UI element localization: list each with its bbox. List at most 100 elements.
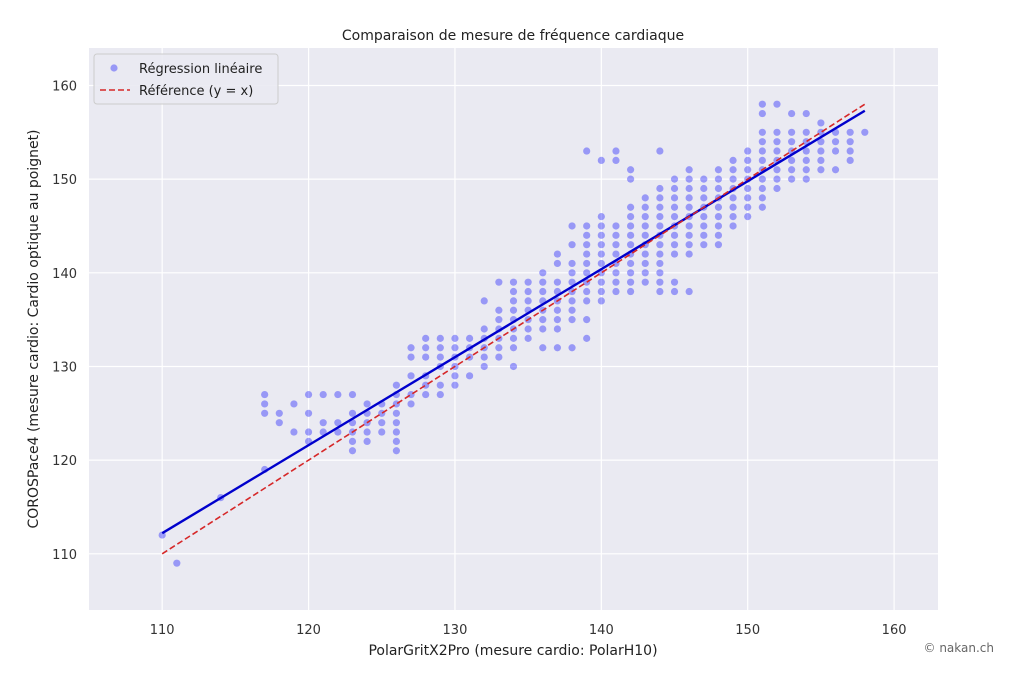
scatter-point	[597, 213, 605, 221]
scatter-point	[612, 269, 620, 277]
scatter-point	[348, 447, 357, 455]
scatter-point	[261, 400, 269, 408]
scatter-point	[788, 128, 796, 136]
scatter-point	[700, 184, 708, 193]
scatter-point	[744, 203, 752, 211]
scatter-point	[407, 372, 415, 380]
scatter-point	[744, 147, 752, 155]
y-tick-label: 120	[52, 454, 77, 469]
scatter-point	[568, 278, 576, 286]
scatter-point	[846, 138, 854, 146]
scatter-point	[436, 381, 444, 389]
scatter-point	[700, 194, 708, 202]
scatter-point	[612, 278, 620, 286]
scatter-point	[451, 381, 459, 389]
scatter-point	[597, 287, 605, 296]
scatter-point	[627, 269, 635, 277]
scatter-point	[656, 241, 664, 249]
scatter-point	[509, 287, 518, 296]
scatter-point	[378, 428, 386, 436]
scatter-point	[700, 231, 708, 239]
scatter-point	[524, 325, 532, 333]
scatter-point	[714, 231, 723, 239]
legend-label-reference: Référence (y = x)	[139, 84, 253, 99]
scatter-point	[568, 222, 576, 230]
scatter-point	[597, 231, 605, 239]
scatter-point	[612, 241, 620, 249]
scatter-point	[436, 353, 444, 361]
scatter-point	[553, 250, 562, 258]
scatter-point	[656, 278, 664, 286]
scatter-point	[758, 203, 766, 211]
scatter-point	[480, 353, 488, 361]
y-tick-label: 150	[52, 173, 77, 188]
scatter-point	[817, 119, 825, 127]
scatter-point	[627, 175, 635, 183]
scatter-point	[641, 250, 649, 258]
scatter-point	[597, 297, 605, 305]
y-axis-label: COROSPace4 (mesure cardio: Cardio optiqu…	[26, 129, 42, 528]
scatter-point	[583, 287, 591, 296]
scatter-point	[641, 203, 649, 211]
scatter-point	[685, 184, 693, 193]
scatter-point	[744, 156, 752, 164]
scatter-point	[392, 381, 400, 389]
scatter-point	[641, 194, 649, 202]
scatter-point	[407, 344, 415, 352]
x-tick-label: 130	[443, 623, 468, 638]
scatter-point	[788, 156, 796, 164]
scatter-point	[627, 287, 635, 296]
scatter-point	[275, 409, 283, 417]
scatter-point	[729, 213, 737, 221]
scatter-point	[363, 428, 371, 436]
scatter-point	[670, 194, 679, 202]
scatter-point	[568, 259, 576, 268]
scatter-point	[831, 166, 840, 174]
scatter-point	[597, 250, 605, 258]
scatter-point	[714, 184, 723, 193]
scatter-point	[788, 138, 796, 146]
scatter-point	[685, 231, 693, 239]
scatter-point	[495, 306, 503, 314]
scatter-point	[831, 138, 840, 146]
scatter-point	[553, 344, 562, 352]
scatter-point	[700, 213, 708, 221]
scatter-point	[436, 334, 444, 342]
scatter-point	[670, 278, 679, 286]
scatter-point	[597, 222, 605, 230]
scatter-point	[846, 147, 854, 155]
scatter-point	[583, 259, 591, 268]
credit-text: © nakan.ch	[923, 641, 995, 655]
scatter-point	[729, 194, 737, 202]
scatter-point	[758, 128, 766, 136]
y-tick-label: 110	[52, 548, 77, 563]
scatter-point	[509, 297, 518, 305]
scatter-point	[495, 316, 503, 324]
scatter-point	[861, 128, 869, 136]
scatter-point	[290, 400, 298, 408]
scatter-point	[802, 156, 810, 164]
scatter-point	[758, 175, 766, 183]
scatter-point	[583, 147, 591, 155]
scatter-point	[495, 353, 503, 361]
scatter-point	[422, 334, 430, 342]
scatter-point	[583, 334, 591, 342]
scatter-point	[802, 166, 810, 174]
scatter-point	[363, 437, 371, 445]
scatter-point	[685, 222, 693, 230]
scatter-point	[583, 269, 591, 277]
scatter-point	[700, 222, 708, 230]
scatter-point	[495, 278, 503, 286]
scatter-point	[509, 362, 518, 371]
scatter-point	[744, 213, 752, 221]
scatter-point	[583, 231, 591, 239]
scatter-point	[729, 175, 737, 183]
y-tick-labels: 110 120 130 140 150 160	[52, 79, 77, 562]
x-tick-label: 120	[296, 623, 321, 638]
scatter-point	[583, 250, 591, 258]
scatter-point	[568, 297, 576, 305]
x-tick-label: 110	[150, 623, 175, 638]
scatter-point	[641, 222, 649, 230]
scatter-point	[788, 109, 796, 118]
scatter-point	[568, 344, 576, 352]
